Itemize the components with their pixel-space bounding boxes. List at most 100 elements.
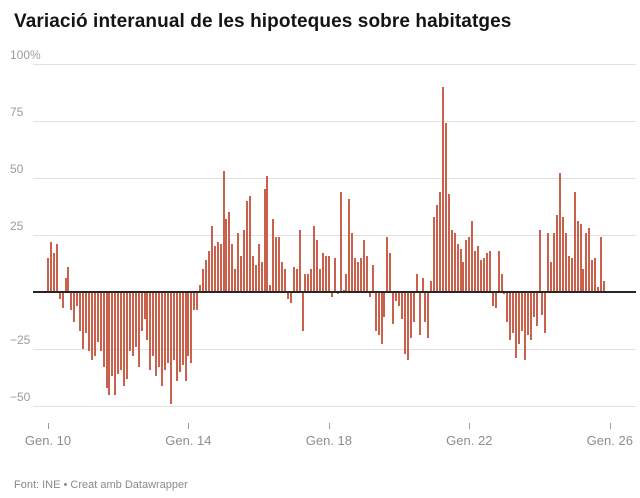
- bar: [79, 292, 82, 331]
- chart-footer: Font: INE • Creat amb Datawrapper: [14, 479, 188, 491]
- bar: [260, 262, 263, 292]
- bar: [222, 171, 225, 292]
- gridline-75: [33, 121, 636, 122]
- bar: [149, 292, 152, 370]
- bar: [594, 257, 597, 292]
- y-axis-label: 25: [10, 219, 24, 233]
- bar: [52, 253, 55, 292]
- bar: [61, 292, 64, 308]
- bar: [365, 255, 368, 292]
- bar: [398, 292, 401, 306]
- bar: [184, 292, 187, 381]
- bar: [164, 292, 167, 370]
- bar: [102, 292, 105, 368]
- bar: [444, 123, 447, 292]
- bar: [450, 230, 453, 292]
- bar: [93, 292, 96, 356]
- bar: [146, 292, 149, 340]
- bar: [245, 200, 248, 292]
- bar: [304, 273, 307, 292]
- bar: [532, 292, 535, 318]
- bar: [561, 216, 564, 292]
- bar: [58, 292, 61, 299]
- x-axis-label: Gen. 14: [165, 433, 212, 448]
- bar: [333, 257, 336, 292]
- bar: [295, 269, 298, 292]
- bar: [263, 189, 266, 292]
- bar: [266, 175, 269, 292]
- bar: [248, 196, 251, 292]
- bar: [82, 292, 85, 349]
- bar: [526, 292, 529, 336]
- bar: [158, 292, 161, 368]
- bar: [474, 251, 477, 292]
- bar: [538, 230, 541, 292]
- bar: [494, 292, 497, 308]
- x-axis-tick: [188, 423, 190, 429]
- bar: [269, 285, 272, 292]
- bar: [90, 292, 93, 361]
- x-axis-label: Gen. 18: [305, 433, 353, 448]
- bar: [447, 194, 450, 292]
- gridline-25: [33, 235, 636, 236]
- bar: [140, 292, 143, 331]
- bar: [521, 292, 523, 331]
- x-axis-label: Gen. 26: [586, 433, 633, 448]
- bar: [324, 255, 327, 292]
- bar: [602, 280, 605, 292]
- bar: [275, 237, 278, 292]
- bar: [371, 264, 374, 292]
- bar: [251, 255, 254, 292]
- bar: [117, 292, 120, 375]
- bar: [368, 292, 371, 297]
- bar: [336, 292, 339, 295]
- bar: [196, 292, 199, 311]
- bar: [190, 292, 193, 363]
- y-axis-label: −25: [10, 333, 31, 347]
- bar: [485, 253, 488, 292]
- bar: [570, 257, 573, 292]
- bar: [187, 292, 190, 356]
- bar: [278, 237, 281, 292]
- bar: [559, 173, 562, 292]
- bar: [219, 244, 222, 292]
- bar: [386, 237, 389, 292]
- bar: [512, 292, 515, 333]
- bar: [415, 273, 418, 292]
- bar: [169, 292, 172, 404]
- x-axis-tick: [328, 423, 330, 429]
- bar: [257, 244, 260, 292]
- bar: [439, 191, 442, 292]
- bar: [210, 225, 213, 292]
- bar: [152, 292, 155, 356]
- bar: [477, 246, 480, 292]
- bar: [202, 269, 205, 292]
- bar: [281, 262, 284, 292]
- bar: [161, 292, 164, 386]
- bar: [406, 292, 409, 361]
- bar: [99, 292, 102, 352]
- bar: [231, 244, 234, 292]
- bar: [459, 248, 462, 292]
- bar: [383, 292, 386, 318]
- bar: [114, 292, 117, 395]
- bar: [298, 230, 301, 292]
- gridline-50: [33, 178, 636, 179]
- bar: [418, 292, 421, 336]
- bar: [193, 292, 196, 311]
- x-axis-tick: [609, 423, 611, 429]
- x-axis-label: Gen. 22: [446, 433, 493, 448]
- bar: [389, 253, 392, 292]
- bar: [67, 266, 70, 292]
- bar: [181, 292, 184, 365]
- bar: [228, 212, 231, 292]
- bar: [576, 221, 579, 292]
- bar: [348, 198, 351, 292]
- bar: [70, 292, 73, 311]
- bar: [403, 292, 406, 354]
- bar: [87, 292, 90, 352]
- bar: [64, 278, 67, 292]
- bar: [126, 292, 128, 379]
- bar: [442, 86, 444, 292]
- bar: [409, 292, 412, 338]
